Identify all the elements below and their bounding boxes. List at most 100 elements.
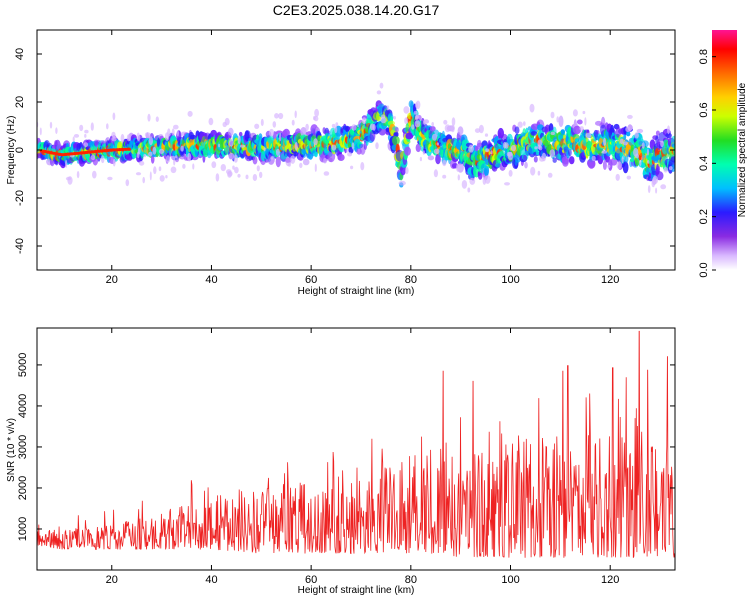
spectrogram-cell — [484, 175, 491, 184]
spectrogram-cell — [351, 124, 357, 131]
spectrogram-cell — [158, 148, 165, 154]
spectrogram-cell — [192, 163, 195, 170]
spectrogram-cell — [573, 125, 582, 135]
spectrogram-cell — [143, 153, 147, 158]
spectrogram-cell — [433, 169, 438, 178]
spectrogram-cell — [173, 124, 179, 130]
spectrogram-cell — [220, 164, 226, 172]
spectrogram-cell — [549, 149, 555, 158]
spectrogram-cell — [84, 129, 89, 134]
spectrogram-cell — [252, 156, 258, 165]
spectrogram-cell — [655, 130, 660, 136]
spectrogram-cell — [558, 115, 564, 128]
spectrogram-cell — [456, 163, 460, 172]
y-tick-label: 5000 — [17, 353, 29, 377]
spectrogram-cell — [278, 112, 284, 120]
spectrogram-cell — [335, 122, 339, 127]
spectrogram-cell — [422, 150, 425, 155]
spectrogram-cell — [112, 158, 116, 167]
spectrogram-cell — [190, 134, 197, 140]
snr-x-label: Height of straight line (km) — [298, 585, 415, 596]
spectrogram-cell — [275, 148, 280, 156]
spectrogram-cell — [415, 115, 418, 121]
spectrogram-cell — [111, 131, 116, 138]
spectrogram-cell — [639, 160, 642, 166]
spectrogram-cell — [158, 166, 162, 172]
spectrogram-cell — [268, 128, 275, 137]
spectrogram-cell — [111, 136, 117, 142]
spectrogram-cell — [404, 117, 409, 125]
spectrogram-cell — [272, 121, 277, 128]
spectrogram-cell — [228, 152, 235, 160]
spectrogram-cell — [237, 135, 241, 145]
spectrogram-cell — [83, 142, 89, 147]
spectrogram-cell — [65, 176, 72, 181]
spectrogram-cell — [670, 156, 675, 163]
spectrogram-cell — [508, 169, 513, 177]
spectrogram-cell — [260, 118, 264, 127]
spectrogram-cell — [76, 171, 80, 179]
spectrogram-cell — [641, 142, 645, 149]
spectrogram-cell — [314, 151, 318, 158]
spectrogram-cell — [541, 152, 547, 162]
spectrogram-cell — [461, 180, 468, 189]
spectrogram-cell — [136, 151, 140, 159]
spectrogram-cell — [300, 127, 307, 137]
spectrogram-cell — [90, 154, 96, 160]
spectrogram-cell — [474, 128, 481, 134]
spectrogram-cell — [582, 110, 586, 115]
spectrogram-cell — [547, 172, 553, 178]
spectrogram-cell — [294, 110, 297, 119]
y-tick-label: 0 — [14, 147, 26, 153]
y-tick-label: -40 — [14, 238, 26, 254]
spectrogram-cell — [585, 132, 592, 138]
spectrogram-cell — [224, 117, 230, 126]
x-tick-label: 20 — [106, 574, 118, 586]
spectrogram-cell — [215, 173, 220, 182]
colorbar-gradient — [712, 30, 737, 270]
spectrogram-cell — [529, 103, 535, 113]
spectrogram-cell — [252, 174, 258, 181]
spectrogram-cell — [636, 128, 644, 134]
spectrogram-cell — [386, 105, 390, 111]
spectrogram-cell — [240, 144, 245, 148]
spectrogram-axes: 20 40 60 80 100 120 -40 -20 0 20 40 — [14, 30, 675, 286]
spectrogram-cell — [451, 117, 456, 126]
spectrogram-cell — [468, 144, 474, 153]
y-tick-label: 1000 — [17, 517, 29, 541]
spectrogram-cell — [634, 132, 639, 139]
spectrogram-cell — [112, 112, 116, 121]
spectrogram-cell — [404, 146, 411, 156]
spectrogram-cell — [624, 155, 629, 163]
y-tick-label: 2000 — [17, 476, 29, 500]
spectrogram-cell — [313, 116, 319, 122]
spectrogram-cell — [415, 143, 421, 153]
spectrogram-cell — [334, 126, 338, 134]
spectrogram-cell — [562, 158, 569, 167]
spectrogram-cell — [165, 175, 168, 179]
spectrogram-cell — [323, 171, 330, 176]
spectrogram-cell — [622, 141, 628, 146]
spectrogram-cell — [39, 127, 42, 136]
spectrogram-cell — [274, 113, 279, 119]
spectrogram-cell — [171, 128, 175, 136]
x-tick-label: 60 — [305, 574, 317, 586]
spectrogram-cell — [444, 124, 451, 133]
spectrogram-cell — [256, 165, 260, 172]
spectrogram-cell — [668, 166, 673, 171]
spectrogram-cell — [148, 151, 153, 157]
spectrogram-cell — [467, 187, 471, 193]
y-tick-label: 3000 — [17, 435, 29, 459]
x-tick-label: 120 — [601, 274, 619, 286]
spectrogram-cell — [136, 132, 140, 142]
spectrogram-cell — [379, 82, 384, 89]
spectrogram-cell — [429, 126, 436, 132]
spectrogram-cell — [576, 119, 583, 125]
spectrogram-cell — [619, 138, 624, 144]
spectrogram-cell — [360, 162, 365, 171]
spectrogram-cell — [398, 180, 406, 186]
spectrogram-cell — [302, 158, 310, 166]
spectrogram-cell — [350, 165, 354, 170]
y-tick-label: 20 — [14, 96, 26, 108]
spectrogram-cell — [313, 138, 318, 146]
